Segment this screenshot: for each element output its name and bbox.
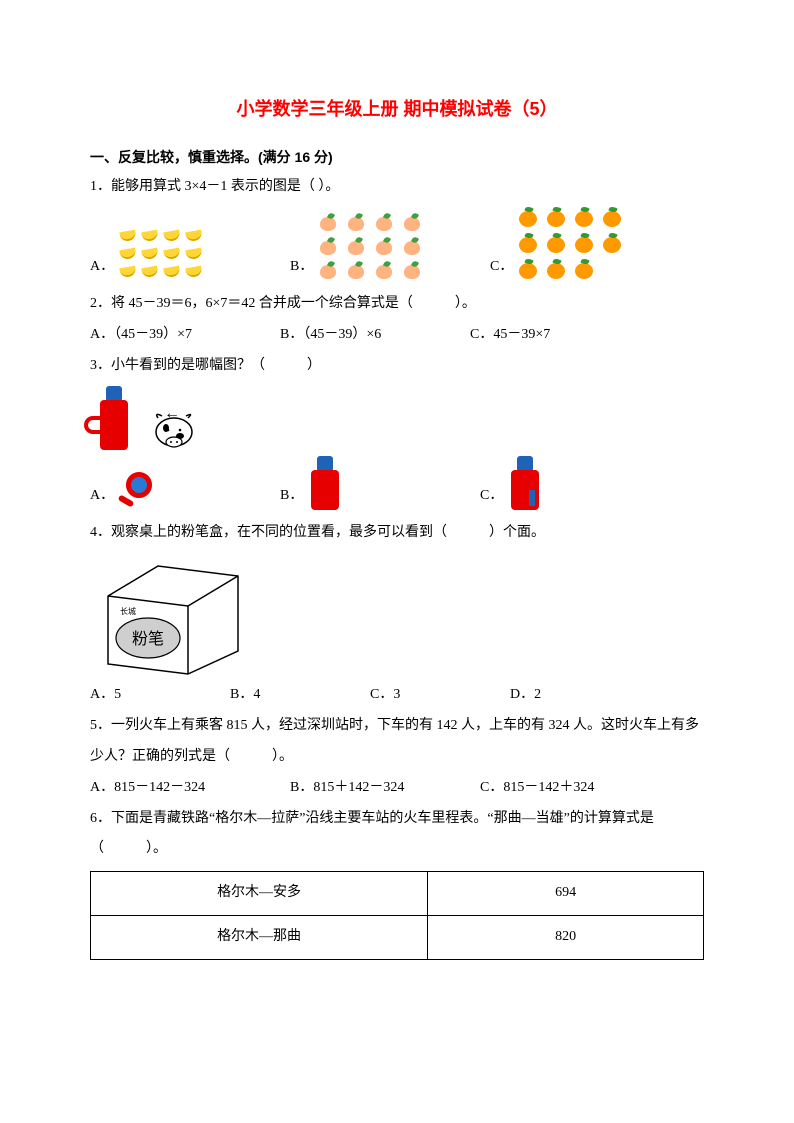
peaches-icon bbox=[317, 213, 427, 283]
distance-table: 格尔木—安多 694 格尔木—那曲 820 bbox=[90, 871, 704, 960]
bottle-side-icon bbox=[507, 456, 543, 512]
q4-opt-d: D．2 bbox=[510, 680, 541, 711]
q1-opt-a-label: A． bbox=[90, 252, 114, 283]
q5-opt-a: A．815－142－324 bbox=[90, 773, 290, 804]
box-small-label: 长城 bbox=[120, 606, 136, 616]
q2-opt-b: B．（45－39）×6 bbox=[280, 320, 470, 351]
q5-opt-c: C．815－142＋324 bbox=[480, 773, 594, 804]
km-cell: 694 bbox=[428, 872, 704, 916]
q2-opt-a: A．（45－39）×7 bbox=[90, 320, 280, 351]
cow-icon: ← bbox=[144, 396, 200, 452]
route-cell: 格尔木—那曲 bbox=[91, 915, 428, 959]
q4-text: 4．观察桌上的粉笔盒，在不同的位置看，最多可以看到（ ）个面。 bbox=[90, 518, 704, 549]
q4-options: A．5 B．4 C．3 D．2 bbox=[90, 680, 704, 711]
q6-text: 6．下面是青藏铁路“格尔木—拉萨”沿线主要车站的火车里程表。“那曲—当雄”的计算… bbox=[90, 804, 704, 866]
bottle-with-handle-icon bbox=[96, 386, 132, 452]
km-cell: 820 bbox=[428, 915, 704, 959]
q2-options: A．（45－39）×7 B．（45－39）×6 C．45－39×7 bbox=[90, 320, 704, 351]
q4-opt-a: A．5 bbox=[90, 680, 230, 711]
page-title: 小学数学三年级上册 期中模拟试卷（5） bbox=[90, 90, 704, 130]
section-1-heading: 一、反复比较，慎重选择。(满分 16 分) bbox=[90, 142, 704, 173]
q3-scene: ← bbox=[96, 386, 704, 452]
q1-opt-c-label: C． bbox=[490, 252, 513, 283]
q3-opt-b-label: B． bbox=[280, 481, 303, 512]
oranges-icon bbox=[517, 207, 627, 283]
q2-opt-c: C．45－39×7 bbox=[470, 320, 550, 351]
q1-options: A． B． C． bbox=[90, 207, 704, 283]
bananas-icon bbox=[118, 229, 206, 283]
table-row: 格尔木—安多 694 bbox=[91, 872, 704, 916]
q5-options: A．815－142－324 B．815＋142－324 C．815－142＋32… bbox=[90, 773, 704, 804]
q3-opt-c-label: C． bbox=[480, 481, 503, 512]
q5-text: 5．一列火车上有乘客 815 人，经过深圳站时，下车的有 142 人，上车的有 … bbox=[90, 711, 704, 773]
q3-options: A． B． C． bbox=[90, 456, 704, 512]
chalk-box-icon: 长城 粉笔 bbox=[98, 556, 248, 676]
top-view-icon bbox=[118, 470, 160, 512]
q3-opt-a-label: A． bbox=[90, 481, 114, 512]
q2-text: 2．将 45－39＝6，6×7＝42 合并成一个综合算式是（ ）。 bbox=[90, 289, 704, 320]
bottle-front-icon bbox=[307, 456, 343, 512]
q5-opt-b: B．815＋142－324 bbox=[290, 773, 480, 804]
q1-opt-b-label: B． bbox=[290, 252, 313, 283]
q1-text: 1．能够用算式 3×4－1 表示的图是（ ）。 bbox=[90, 172, 704, 203]
q4-opt-c: C．3 bbox=[370, 680, 510, 711]
table-row: 格尔木—那曲 820 bbox=[91, 915, 704, 959]
box-big-label: 粉笔 bbox=[132, 630, 164, 648]
q3-text: 3．小牛看到的是哪幅图？（ ） bbox=[90, 351, 704, 382]
route-cell: 格尔木—安多 bbox=[91, 872, 428, 916]
q4-opt-b: B．4 bbox=[230, 680, 370, 711]
